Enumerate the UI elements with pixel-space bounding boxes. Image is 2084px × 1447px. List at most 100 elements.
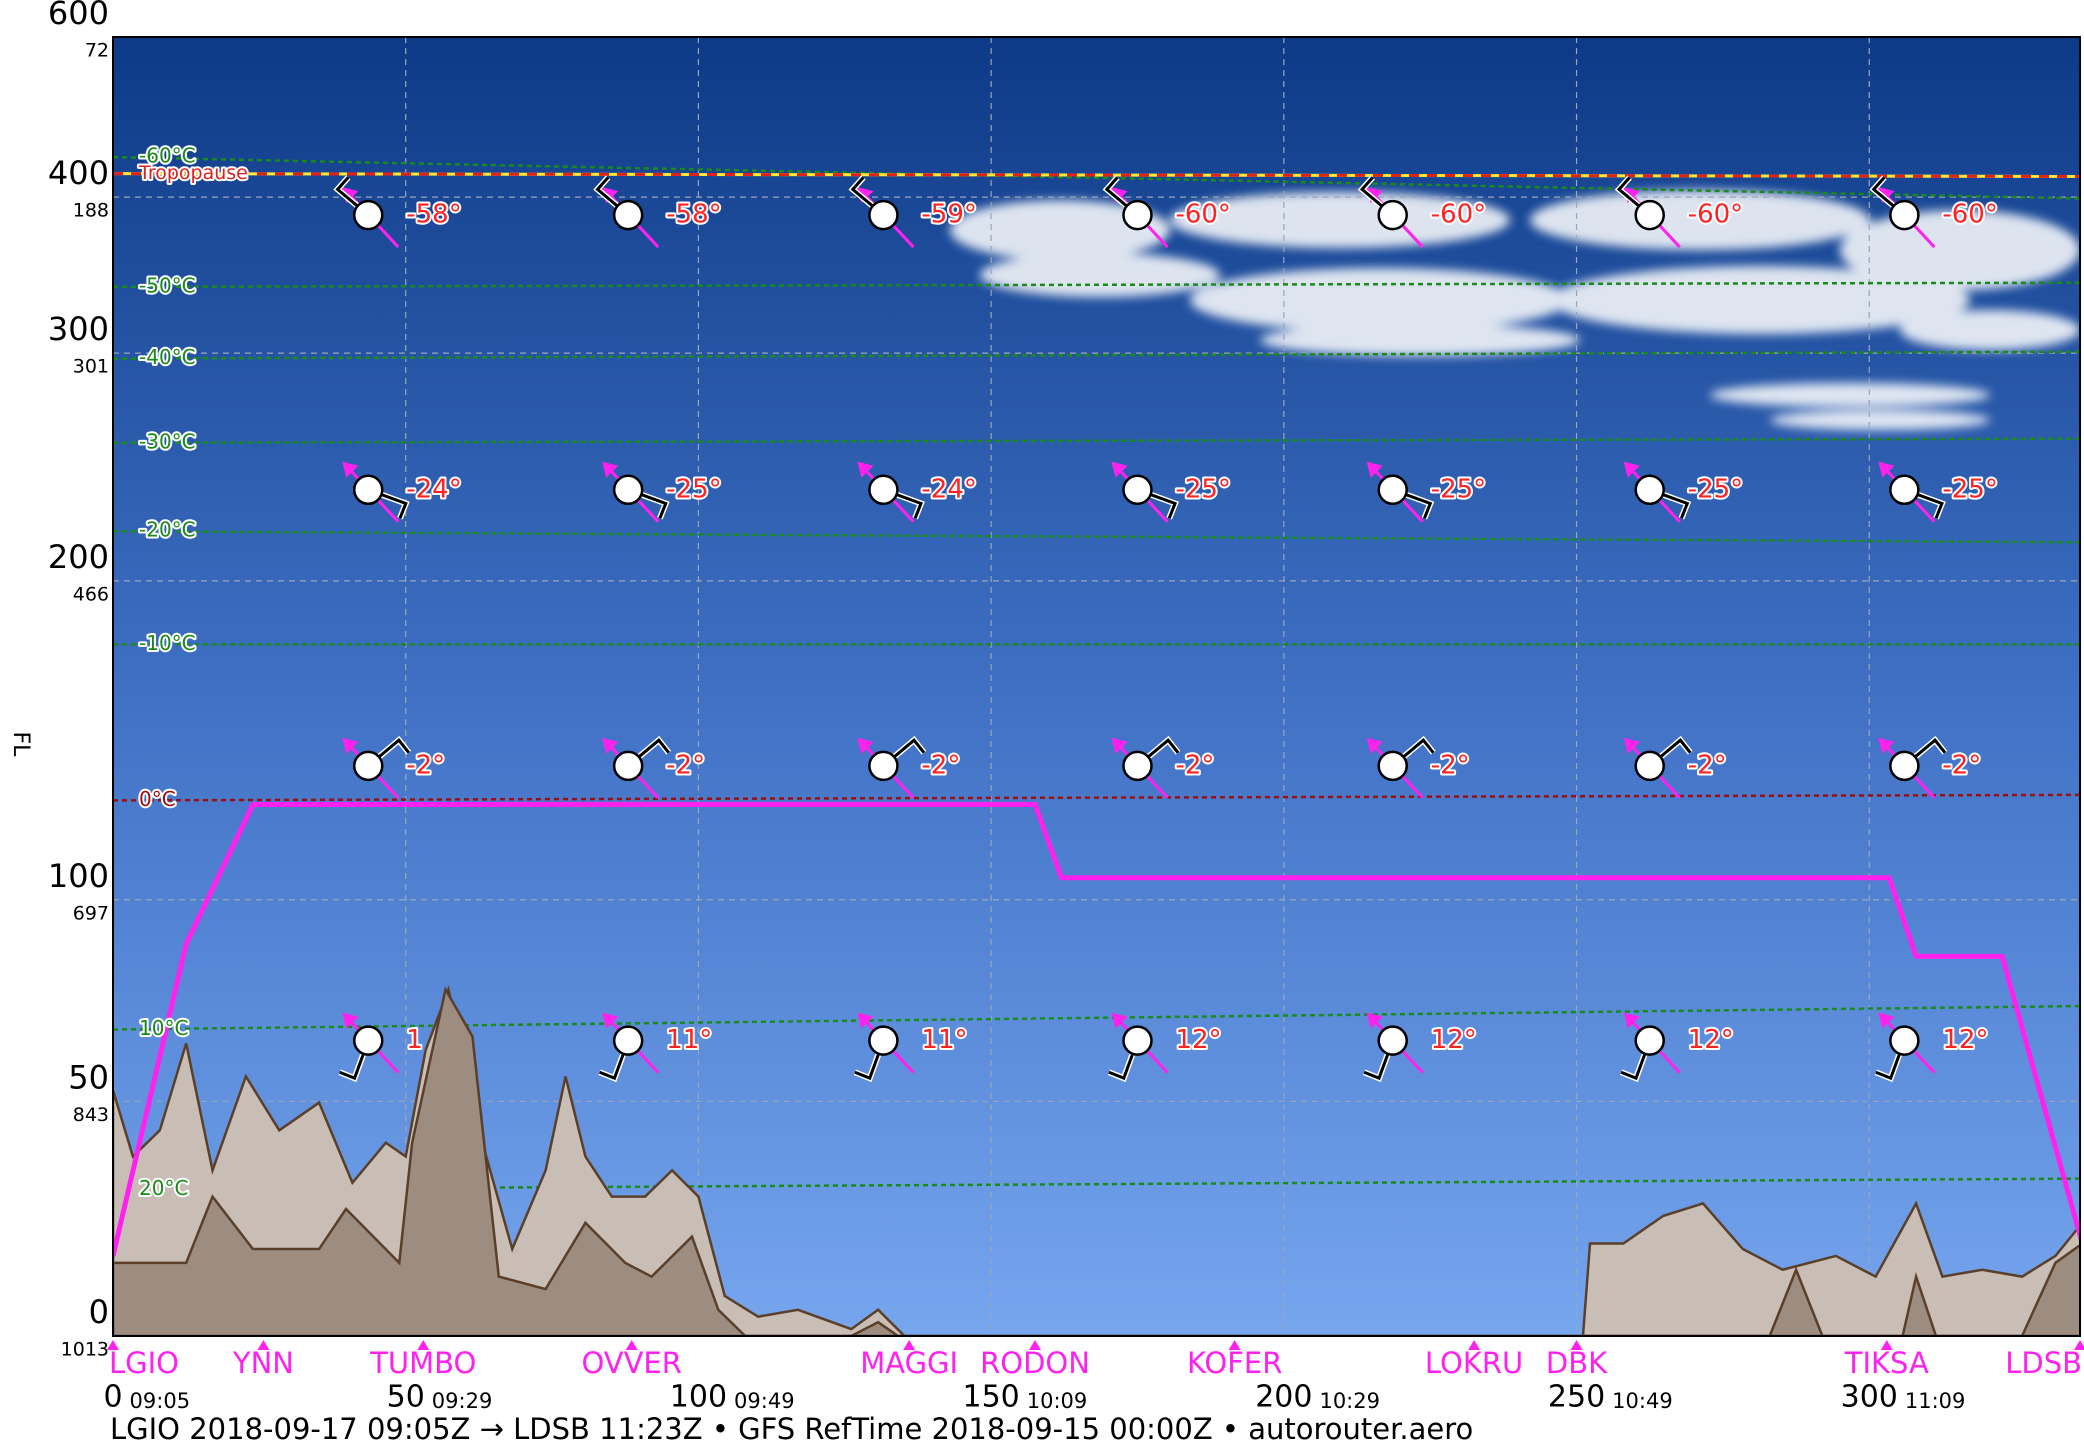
- wind-station: [1377, 474, 1408, 506]
- wind-station: [612, 1025, 644, 1056]
- wind-barb: 12°: [1874, 1012, 1990, 1083]
- wind-station: [1634, 199, 1665, 231]
- wind-arrow-head: [857, 1012, 874, 1029]
- y-tick-pressure: 843: [73, 1104, 109, 1126]
- wind-station: [612, 199, 644, 231]
- wind-temp: -58°: [406, 200, 461, 230]
- wind-barb: 12°: [1363, 1012, 1479, 1083]
- wind-barb: -24°: [857, 461, 979, 523]
- wind-barb: -60°: [1102, 175, 1233, 249]
- isotherm-label: -60°C: [139, 144, 196, 168]
- waypoint-marker: [1228, 1340, 1241, 1350]
- wind-station: [352, 1025, 384, 1056]
- x-tick-label: 300: [1841, 1380, 1898, 1415]
- y-axis-label: FL: [8, 732, 33, 758]
- isotherm-label: -30°C: [139, 429, 196, 453]
- isotherm-label: 10°C: [139, 1016, 188, 1040]
- wind-barb: -25°: [1623, 461, 1745, 523]
- wind-barb: 12°: [1107, 1012, 1224, 1083]
- wind-barb: 11°: [853, 1012, 970, 1083]
- wind-arrow-head: [342, 737, 359, 754]
- wind-temp: -2°: [1942, 750, 1981, 780]
- wind-station: [1122, 1025, 1153, 1056]
- y-tick-label: 100: [48, 857, 109, 895]
- wind-barb: -58°: [333, 175, 464, 249]
- y-tick-label: 300: [48, 310, 109, 348]
- wind-arrow-head: [1623, 1012, 1640, 1029]
- route: [113, 802, 2080, 1257]
- wind-station: [868, 474, 899, 506]
- isotherm-label: -40°C: [139, 345, 196, 369]
- wind-barb: -24°: [342, 461, 464, 523]
- wind-station: [1122, 750, 1153, 782]
- wind-temp: -58°: [666, 200, 721, 230]
- wind-barb: 12°: [1620, 1012, 1736, 1083]
- wind-temp: 12°: [1431, 1025, 1477, 1055]
- waypoint-label: TUMBO: [369, 1346, 476, 1380]
- wind-barb: -25°: [1366, 461, 1488, 523]
- wind-temp: 11°: [921, 1025, 967, 1055]
- wind-temp: -60°: [1175, 200, 1230, 230]
- wind-station: [612, 474, 644, 506]
- wind-barb: -60°: [1614, 175, 1745, 249]
- wind-station: [1377, 750, 1408, 782]
- wind-barb: -25°: [1111, 461, 1233, 523]
- x-tick-time: 10:09: [1027, 1389, 1088, 1413]
- waypoint-label: LGIO: [109, 1346, 179, 1380]
- wind-temp: -60°: [1431, 200, 1486, 230]
- waypoint-marker: [1029, 1340, 1042, 1350]
- wind-station: [1634, 1025, 1665, 1056]
- wind-station: [1889, 750, 1920, 782]
- wind-station: [1377, 1025, 1408, 1056]
- waypoint-label: LDSB: [2005, 1346, 2082, 1380]
- waypoint-marker: [625, 1340, 638, 1350]
- waypoint-label: DBK: [1546, 1346, 1608, 1380]
- wind-arrow-head: [1623, 461, 1640, 478]
- wind-arrow-head: [1111, 461, 1128, 478]
- wind-station: [1377, 199, 1408, 231]
- wind-temp: -59°: [921, 200, 976, 230]
- wind-arrow-head: [602, 737, 619, 754]
- plot-frame: [112, 36, 2081, 1337]
- wind-arrow-head: [342, 1012, 359, 1029]
- x-tick-time: 09:49: [734, 1389, 795, 1413]
- waypoint-label: KOFER: [1187, 1346, 1282, 1380]
- x-tick-label: 0: [103, 1380, 122, 1415]
- plot-layer: [113, 37, 2080, 1336]
- wind-arrow-head: [857, 737, 874, 754]
- wind-station: [612, 750, 644, 782]
- wind-arrow-head: [1366, 1012, 1383, 1029]
- wind-arrow-head: [1878, 737, 1895, 754]
- wind-temp: -2°: [1688, 750, 1727, 780]
- wind-arrow-head: [1366, 737, 1383, 754]
- isotherm-label: 0°C: [139, 787, 176, 811]
- wind-temp: 11°: [666, 1025, 712, 1055]
- wind-temp: -2°: [1431, 750, 1470, 780]
- wind-barb: -2°: [1111, 735, 1216, 799]
- x-tick-label: 150: [962, 1380, 1019, 1415]
- wind-barb: -2°: [1878, 735, 1983, 799]
- wind-arrow-head: [1111, 1012, 1128, 1029]
- wind-temp: -24°: [406, 474, 461, 504]
- wind-station: [868, 199, 899, 231]
- wind-station: [1122, 474, 1153, 506]
- y-tick-pressure: 72: [85, 40, 109, 62]
- x-tick-time: 10:29: [1319, 1389, 1380, 1413]
- wind-arrow-head: [602, 461, 619, 478]
- wind-barb: -60°: [1869, 175, 2000, 249]
- wind-temp: -2°: [1175, 750, 1214, 780]
- y-tick-label: 400: [48, 154, 109, 192]
- wind-station: [1122, 199, 1153, 231]
- waypoint-marker: [2074, 1340, 2084, 1350]
- x-tick-label: 200: [1255, 1380, 1312, 1415]
- waypoint-label: TIKSA: [1844, 1346, 1929, 1380]
- wind-barb: -2°: [602, 735, 707, 799]
- x-tick-time: 10:49: [1612, 1389, 1673, 1413]
- wind-arrow-head: [1623, 737, 1640, 754]
- terrain: [113, 986, 2080, 1336]
- waypoint-marker: [1570, 1340, 1583, 1350]
- wind-arrow-head: [342, 461, 359, 478]
- y-tick-pressure: 697: [73, 902, 109, 924]
- chart-title: LGIO 2018-09-17 09:05Z → LDSB 11:23Z • G…: [110, 1412, 1473, 1446]
- waypoint-marker: [417, 1340, 430, 1350]
